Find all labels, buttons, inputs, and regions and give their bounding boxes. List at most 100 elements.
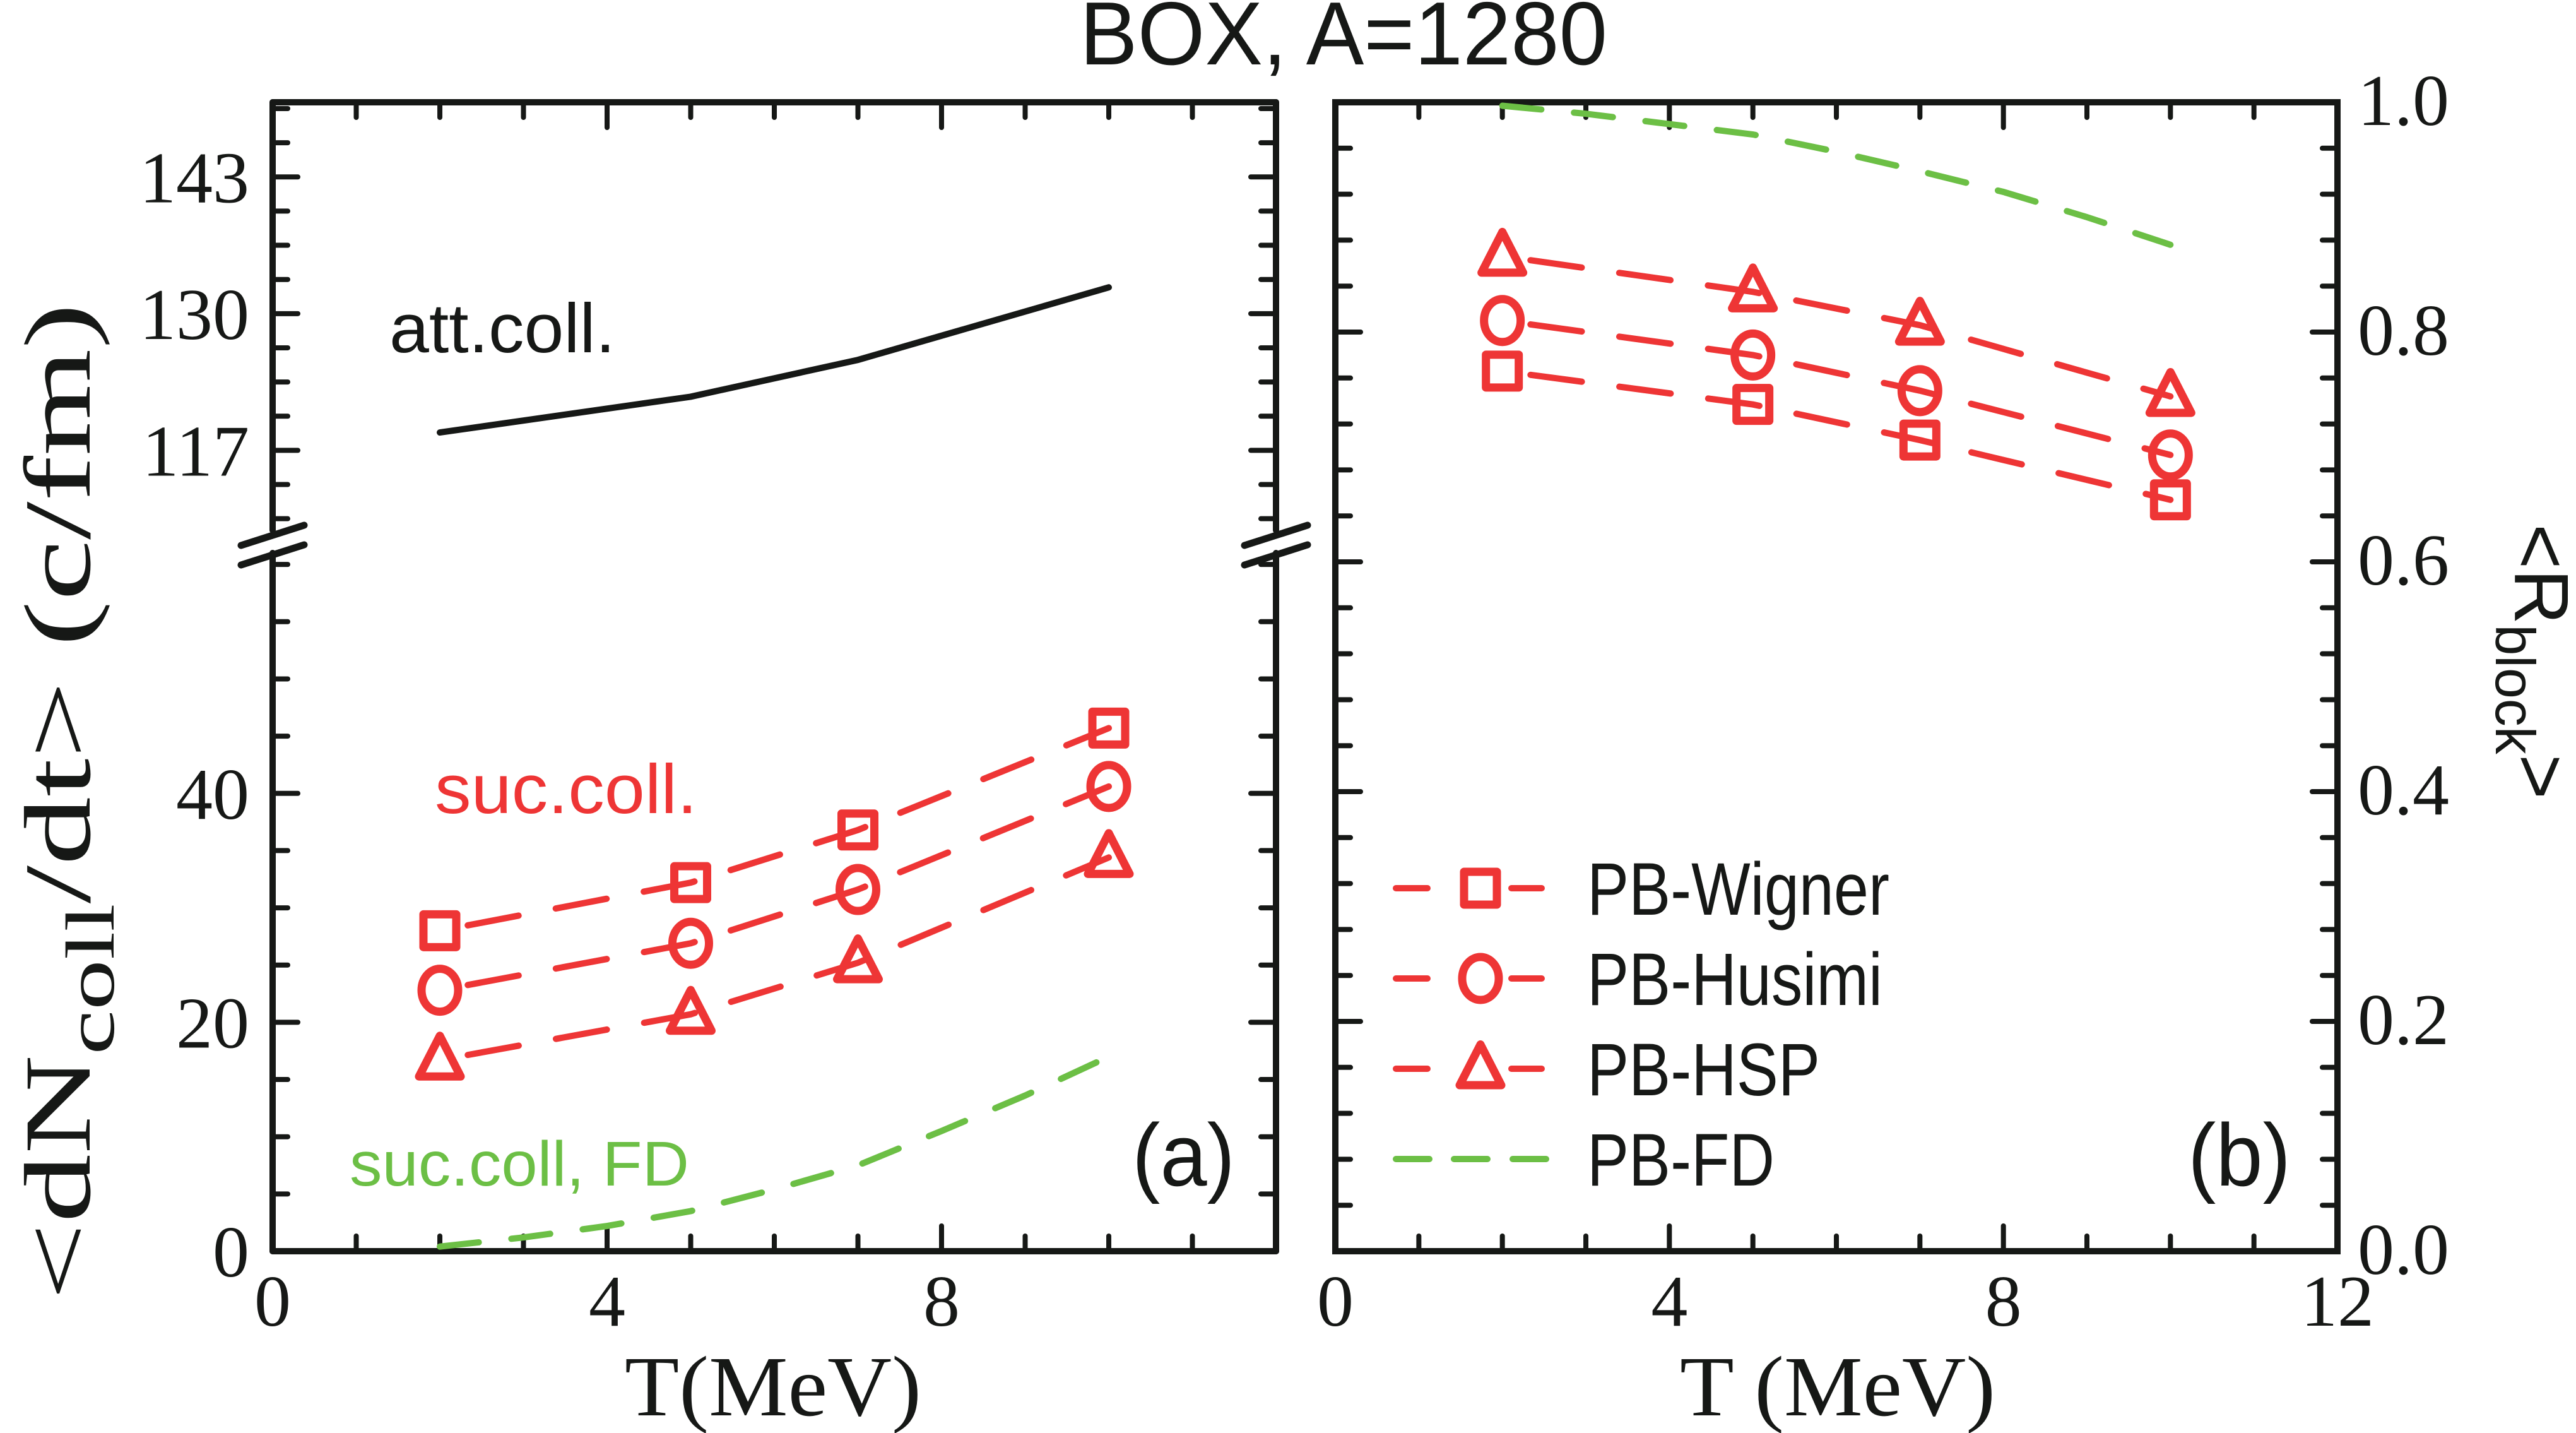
y-axis-label-a-rest: /dt> (c/fm)	[6, 303, 110, 903]
y-tick-label: 40	[176, 754, 249, 835]
series-pb-hsp	[415, 829, 1134, 1081]
x-tick-label: 4	[1651, 1261, 1687, 1342]
legend-item: PB-FD	[1393, 1119, 1775, 1202]
data-point-square	[1482, 350, 1523, 392]
axis-break-mark	[1241, 541, 1311, 569]
legend-label: PB-Husimi	[1587, 938, 1882, 1021]
y-axis-label-b-main: <R	[2498, 524, 2576, 624]
series-line	[437, 1053, 1112, 1250]
legend-marker-triangle	[1455, 1040, 1506, 1090]
x-tick-label: 0	[1317, 1261, 1354, 1342]
legend-label: PB-FD	[1587, 1119, 1775, 1202]
series-pb-wigner	[419, 707, 1130, 951]
data-point-square	[1899, 419, 1941, 461]
data-point-circle	[1086, 761, 1131, 812]
y-axis-label-a-sub: coll	[52, 903, 129, 1055]
panel-a-axes	[237, 99, 1311, 1254]
y-tick-label: 0.2	[2358, 980, 2449, 1061]
data-point-square	[1732, 384, 1774, 425]
annotation-suc-coll: suc.coll.	[435, 751, 697, 828]
y-axis-label-b: <Rblock>	[2484, 524, 2576, 799]
annotation-suc-coll-fd: suc.coll, FD	[350, 1129, 689, 1199]
data-point-circle	[1480, 295, 1525, 347]
panel-a: 0 4 8 0 20 40 117 130 143 att.coll. suc.coll. su…	[6, 99, 1311, 1433]
data-point-triangle	[1084, 829, 1134, 878]
legend-marker-circle	[1458, 953, 1503, 1004]
legend-item: PB-HSP	[1393, 1028, 1820, 1112]
data-point-triangle	[415, 1032, 465, 1081]
y-axis-label-a-main: <dN	[6, 1055, 110, 1300]
series-att-coll-	[437, 284, 1112, 436]
y-tick-label: 0.0	[2358, 1210, 2449, 1290]
data-point-square	[2149, 479, 2191, 521]
legend-item: PB-Husimi	[1393, 938, 1882, 1021]
data-point-triangle	[833, 934, 883, 984]
y-tick-label: 0	[213, 1212, 249, 1293]
legend-label: PB-Wigner	[1587, 848, 1889, 931]
series-pb-husimi	[417, 761, 1131, 1016]
legend-item: PB-Wigner	[1393, 848, 1889, 931]
y-tick-label: 0.4	[2358, 750, 2449, 831]
y-tick-label: 130	[139, 275, 249, 355]
axis-break-mark	[237, 521, 308, 549]
panel-b-series	[1477, 102, 2195, 521]
data-point-square	[419, 910, 461, 951]
data-point-circle	[417, 965, 463, 1016]
series-line	[1499, 253, 2174, 400]
data-point-triangle	[1894, 297, 1945, 346]
y-axis-label-b-sub: block	[2484, 624, 2546, 754]
panel-label-b: (b)	[2188, 1105, 2291, 1204]
data-point-triangle	[1728, 263, 1778, 312]
chart-title: BOX, A=1280	[1080, 0, 1607, 84]
data-point-circle	[1897, 365, 1942, 417]
annotation-att-coll: att.coll.	[389, 290, 615, 367]
x-tick-label: 0	[254, 1261, 291, 1342]
y-tick-label: 117	[142, 411, 249, 492]
x-tick-label: 12	[2301, 1261, 2374, 1342]
data-point-circle	[836, 864, 880, 915]
y-axis-label-b-rest: >	[2498, 754, 2576, 799]
series-line	[437, 854, 1112, 1064]
series-pb-wigner	[1482, 350, 2191, 521]
series-pb-fd	[1499, 102, 2174, 248]
series-line	[1499, 102, 2174, 248]
data-point-triangle	[1477, 227, 1528, 277]
panel-b: 0 4 8 120.0 0.2 0.4 0.6 0.8 1.0 PB-WignerPB-Husi…	[1317, 61, 2576, 1433]
y-tick-label: 0.6	[2358, 520, 2449, 601]
axis-break-mark	[1241, 521, 1311, 549]
y-tick-label: 20	[176, 983, 249, 1064]
series-line	[437, 284, 1112, 436]
x-tick-label: 8	[923, 1261, 960, 1342]
series-line	[1499, 317, 2174, 458]
legend-marker-square	[1460, 867, 1501, 909]
series-line	[437, 725, 1112, 934]
panel-a-series	[415, 284, 1134, 1250]
data-point-circle	[2148, 429, 2193, 481]
x-axis-label-b: T (MeV)	[1680, 1340, 1995, 1433]
data-point-square	[670, 862, 711, 903]
x-tick-label: 8	[1985, 1261, 2022, 1342]
series-line	[1499, 367, 2174, 503]
legend-label: PB-HSP	[1587, 1028, 1820, 1112]
data-point-square	[837, 809, 878, 851]
data-point-circle	[1730, 329, 1776, 381]
data-point-square	[1088, 707, 1130, 749]
series-pb-hsp	[1477, 227, 2195, 417]
data-point-triangle	[2145, 367, 2195, 417]
series-suc-coll-fd	[437, 1053, 1112, 1250]
x-axis-label-a: T(MeV)	[625, 1340, 921, 1433]
series-line	[437, 783, 1112, 994]
axis-break-mark	[237, 541, 308, 569]
y-tick-label: 0.8	[2358, 290, 2449, 371]
x-tick-label: 4	[589, 1261, 625, 1342]
y-tick-label: 1.0	[2358, 61, 2449, 141]
panel-a-tick-labels: 0 4 8 0 20 40 117 130 143	[139, 138, 960, 1342]
y-tick-label: 143	[139, 138, 249, 218]
data-point-triangle	[666, 985, 716, 1035]
panel-label-a: (a)	[1132, 1105, 1235, 1204]
data-point-circle	[668, 917, 713, 969]
series-pb-husimi	[1480, 295, 2193, 481]
panel-b-tick-labels: 0 4 8 120.0 0.2 0.4 0.6 0.8 1.0	[1317, 61, 2449, 1342]
